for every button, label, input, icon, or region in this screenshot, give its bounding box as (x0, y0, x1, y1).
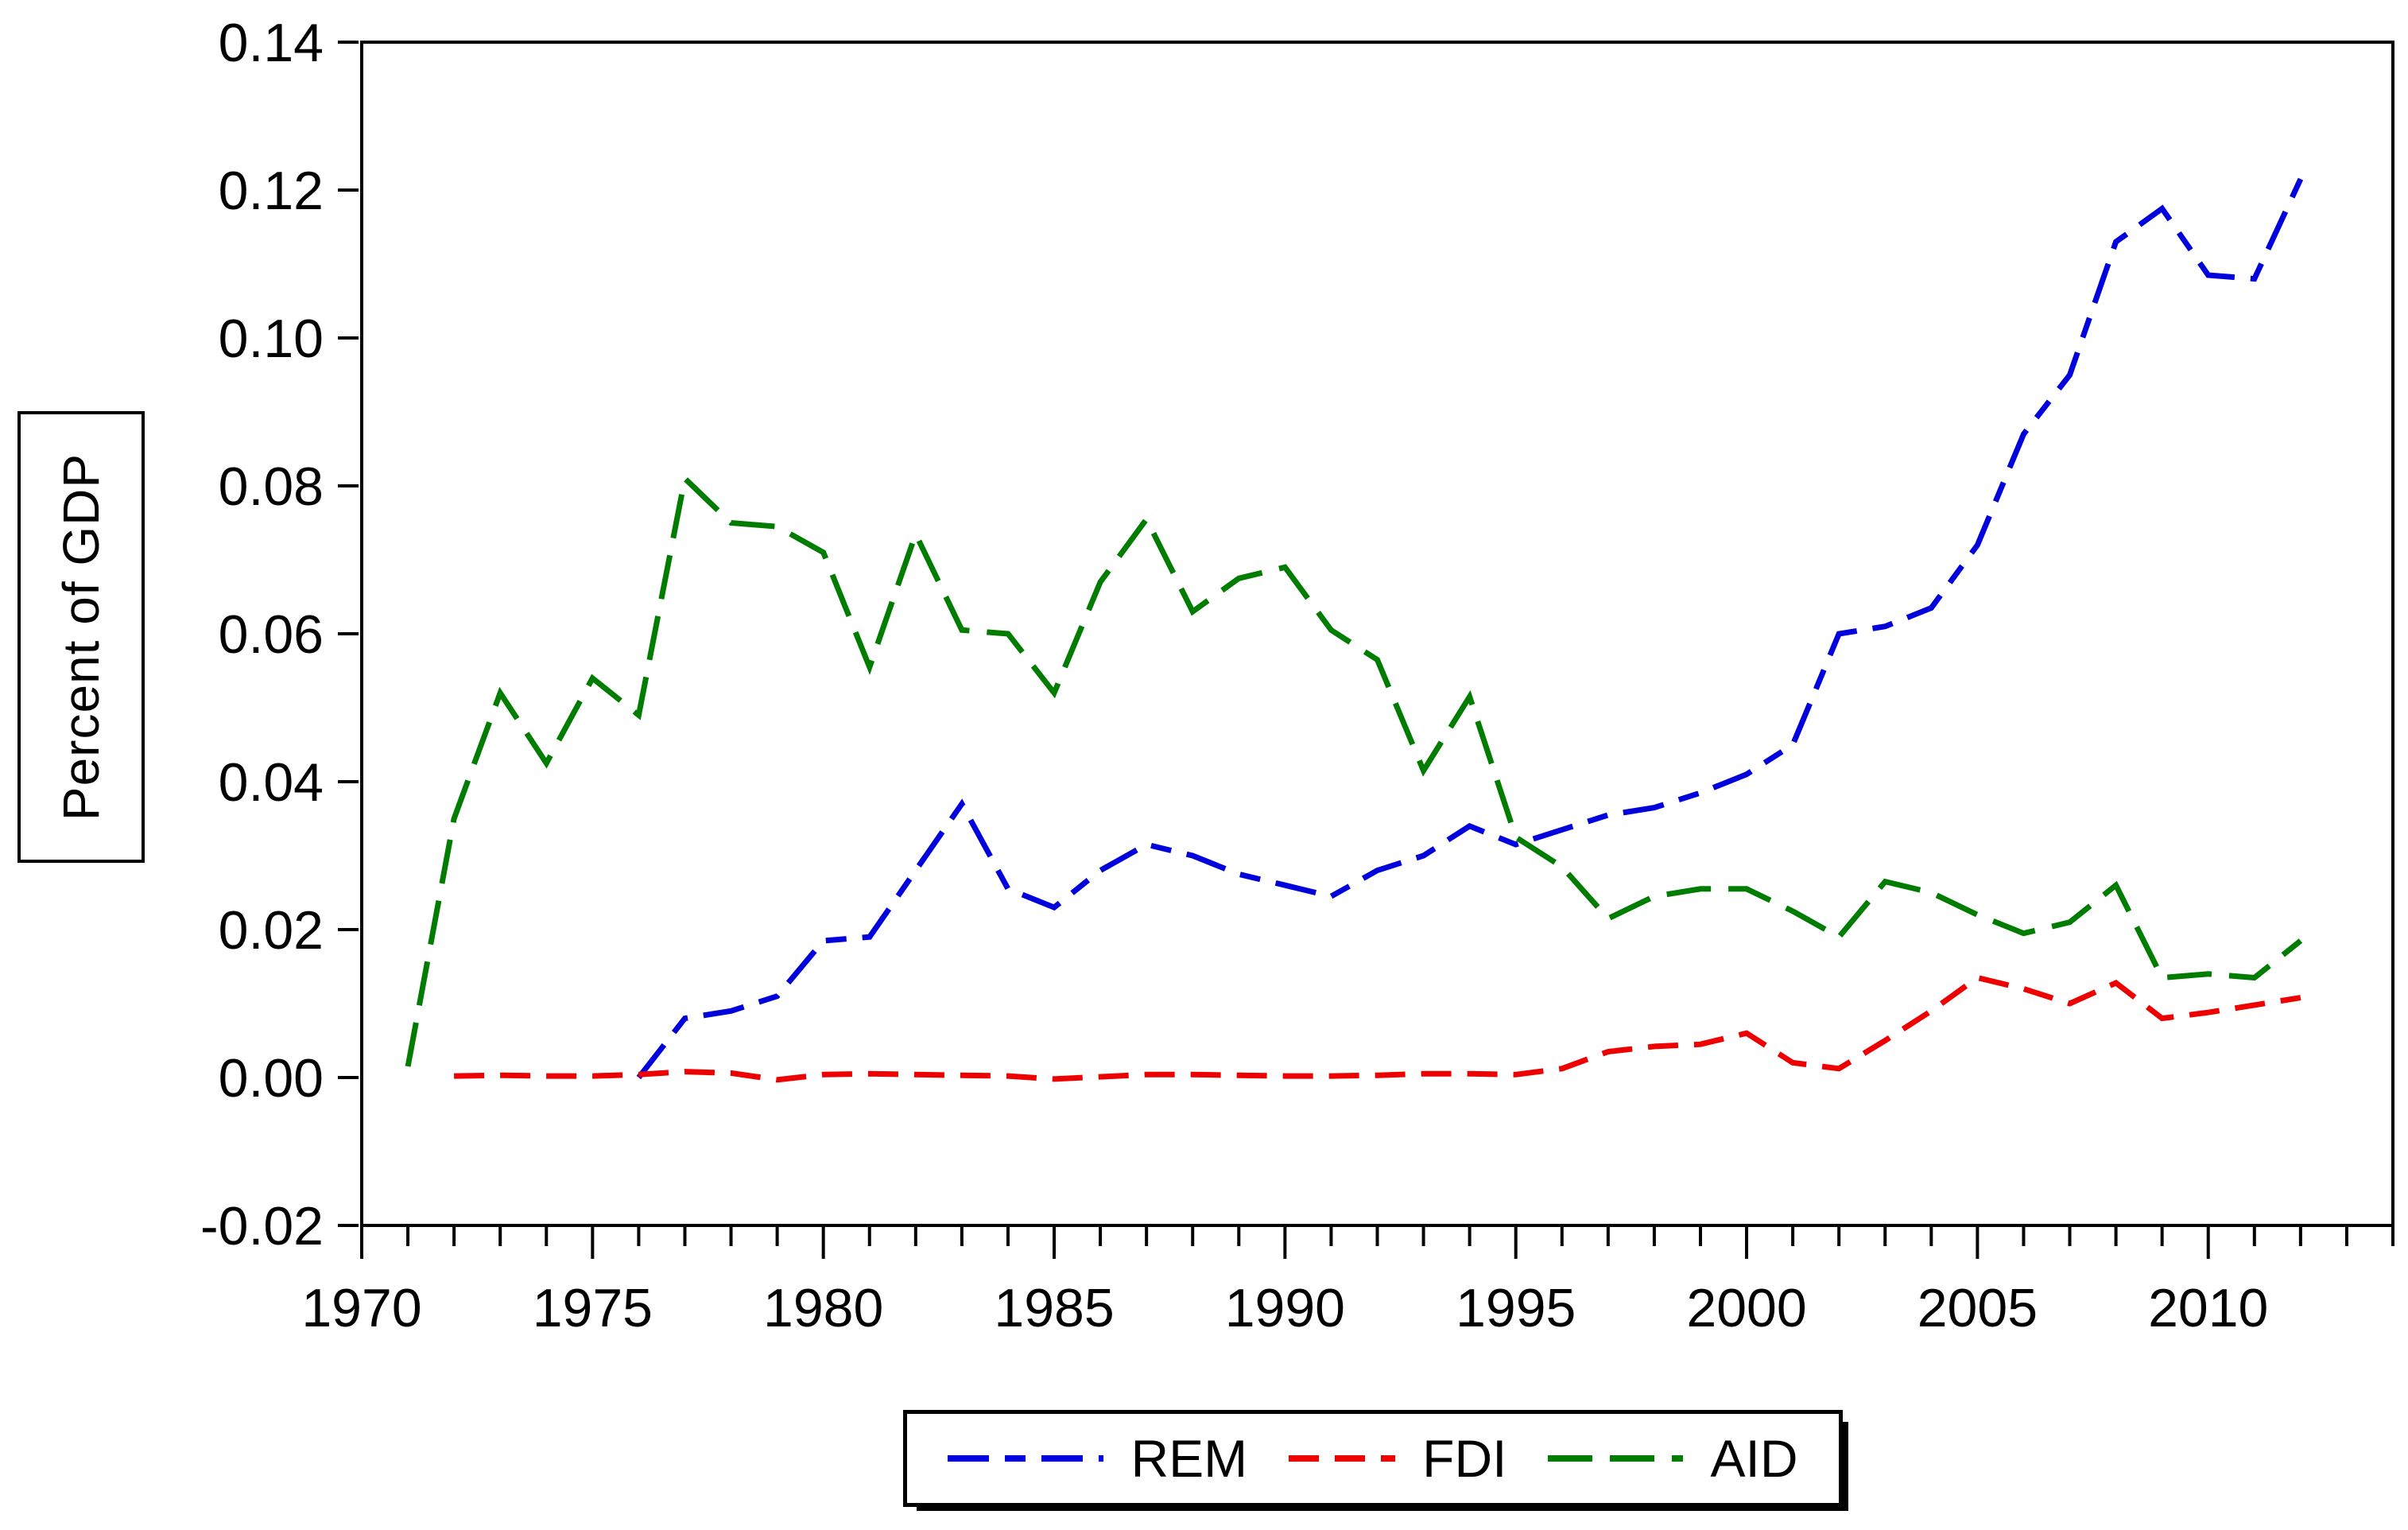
aid-series-line (405, 472, 2303, 1067)
legend-label-fdi: FDI (1422, 1429, 1507, 1488)
x-tick-label: 1975 (533, 1278, 653, 1338)
plot-frame (360, 41, 2394, 1227)
y-axis-ticks: -0.02 0.00 0.02 0.04 0.06 0.08 0.10 0.12 0.14 (200, 13, 359, 1256)
legend-item-aid: AID (1548, 1429, 1798, 1488)
x-tick-label: 1985 (994, 1278, 1114, 1338)
x-tick-label: 1995 (1456, 1278, 1576, 1338)
x-tick-label: 2010 (2148, 1278, 2268, 1338)
x-tick-label: 1990 (1225, 1278, 1345, 1338)
y-tick-label: 0.04 (219, 752, 324, 813)
legend-item-rem: REM (948, 1432, 1247, 1485)
rem-line-sample-icon (948, 1455, 1104, 1462)
y-tick-label: -0.02 (200, 1196, 324, 1256)
x-axis-ticks: 1970 1975 1980 1985 1990 1995 2000 2005 2010 (301, 1227, 2394, 1338)
legend-item-fdi: FDI (1289, 1432, 1506, 1485)
x-tick-label: 1970 (301, 1278, 421, 1338)
y-tick-label: 0.02 (219, 900, 324, 961)
y-tick-label: 0.06 (219, 604, 324, 665)
y-axis-title-box: Percent of GDP (17, 411, 145, 863)
x-tick-label: 2005 (1917, 1278, 2038, 1338)
y-tick-label: 0.10 (219, 309, 324, 369)
series-lines (405, 177, 2304, 1083)
aid-line-sample-icon (1548, 1455, 1684, 1462)
x-tick-label: 1980 (763, 1278, 883, 1338)
y-axis-title: Percent of GDP (52, 452, 110, 821)
legend-label-aid: AID (1710, 1429, 1798, 1488)
y-tick-label: 0.08 (219, 456, 324, 517)
y-tick-label: 0.00 (219, 1048, 324, 1109)
legend: REM FDI AID (903, 1410, 1843, 1507)
y-tick-label: 0.14 (219, 13, 324, 73)
fdi-series-line (454, 974, 2301, 1083)
y-tick-label: 0.12 (219, 161, 324, 221)
fdi-line-sample-icon (1289, 1455, 1396, 1462)
rem-series-line (636, 177, 2304, 1080)
legend-label-rem: REM (1130, 1429, 1248, 1488)
x-tick-label: 2000 (1686, 1278, 1806, 1338)
